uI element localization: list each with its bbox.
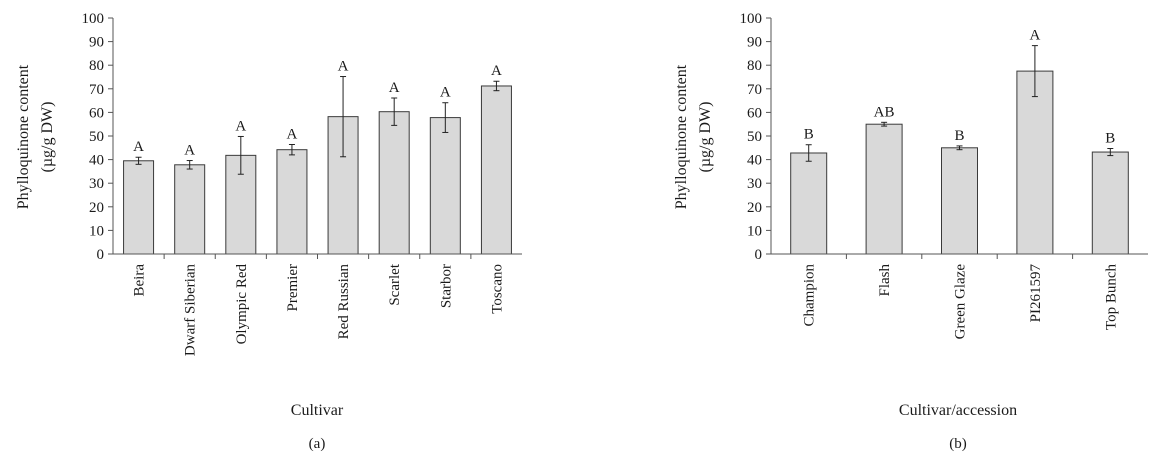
- significance-letter: A: [184, 143, 195, 159]
- bar: [276, 149, 308, 255]
- bar: [1016, 70, 1054, 255]
- category-label: Red Russian: [336, 264, 352, 340]
- y-tick-label: 90: [747, 35, 762, 51]
- error-bar: [442, 102, 449, 133]
- bar: [480, 85, 512, 255]
- significance-letter: B: [804, 127, 814, 143]
- error-bar: [340, 76, 347, 158]
- error-bar: [186, 160, 193, 170]
- significance-letter: A: [491, 63, 502, 79]
- y-tick-label: 40: [747, 153, 762, 169]
- significance-letter: A: [235, 118, 246, 134]
- y-tick-label: 70: [89, 82, 104, 98]
- y-tick-label: 40: [89, 153, 104, 169]
- x-axis-title: Cultivar/accession: [899, 402, 1017, 419]
- panel-label: (a): [309, 436, 326, 452]
- category-label: Olympic Red: [234, 264, 250, 345]
- y-tick-label: 0: [97, 247, 105, 263]
- y-tick-label: 50: [747, 129, 762, 145]
- y-tick-label: 0: [755, 247, 763, 263]
- chart-panel-b: Phylloquinone content (µg/g DW) 0 10 20 30 4…: [673, 11, 1148, 452]
- significance-letter: B: [1105, 131, 1115, 147]
- category-label: Champion: [802, 264, 818, 327]
- category-labels: Beira Dwarf Siberian Olympic Red Premier Red…: [132, 263, 506, 356]
- y-tick-label: 60: [89, 105, 104, 121]
- y-axis-title-line2: (µg/g DW): [39, 102, 56, 173]
- y-tick-label: 10: [89, 223, 104, 239]
- bar: [429, 117, 461, 255]
- error-bar: [881, 121, 888, 127]
- error-bar: [956, 145, 963, 151]
- significance-letter: AB: [874, 104, 895, 120]
- chart-panel-a: Phylloquinone content (µg/g DW) 0 10 20 30 4…: [15, 11, 522, 452]
- y-tick-label: 30: [747, 176, 762, 192]
- error-bar: [288, 143, 295, 156]
- panel-label: (b): [949, 436, 967, 452]
- bar: [941, 147, 978, 255]
- error-bar: [391, 97, 398, 126]
- x-axis-title: Cultivar: [291, 402, 344, 419]
- bar: [790, 152, 828, 255]
- category-label: Starbor: [438, 264, 454, 308]
- category-label: Beira: [132, 264, 148, 297]
- y-tick-label: 10: [747, 223, 762, 239]
- y-tick-label: 90: [89, 35, 104, 51]
- category-label: Premier: [285, 264, 301, 311]
- y-tick-label: 60: [747, 105, 762, 121]
- y-tick-label: 30: [89, 176, 104, 192]
- bar-series: A A A A A A A A: [123, 59, 512, 255]
- bar: [174, 164, 206, 255]
- significance-letter: A: [338, 59, 349, 75]
- bar: [378, 111, 410, 255]
- significance-letter: A: [1029, 28, 1040, 44]
- error-bar: [493, 80, 500, 92]
- error-bar: [1031, 45, 1038, 98]
- y-tick-label: 20: [89, 200, 104, 216]
- bar: [123, 160, 155, 255]
- error-bar: [135, 156, 142, 165]
- significance-letter: A: [133, 139, 144, 155]
- y-axis-title-line2: (µg/g DW): [697, 102, 714, 173]
- axes: [112, 18, 522, 259]
- bar: [865, 123, 903, 255]
- y-tick-label: 20: [747, 200, 762, 216]
- error-bar: [1107, 148, 1114, 157]
- axes: [770, 18, 1148, 259]
- category-label: Dwarf Siberian: [183, 264, 199, 357]
- y-tick-label: 50: [89, 129, 104, 145]
- bar: [1091, 151, 1129, 255]
- y-axis-ticks: 0 10 20 30 40 50 60 70 80 90 100: [82, 11, 113, 263]
- category-label: PI261597: [1028, 264, 1044, 323]
- y-tick-label: 70: [747, 82, 762, 98]
- category-label: Flash: [877, 264, 893, 297]
- category-label: Toscano: [489, 264, 505, 314]
- y-axis-title-line1: Phylloquinone content: [15, 64, 32, 209]
- category-label: Green Glaze: [953, 264, 969, 340]
- significance-letter: A: [389, 80, 400, 96]
- y-tick-label: 100: [82, 11, 105, 27]
- y-tick-label: 80: [89, 58, 104, 74]
- error-bar: [805, 144, 812, 162]
- significance-letter: A: [287, 126, 298, 142]
- error-bar: [237, 135, 244, 175]
- category-label: Top Bunch: [1103, 264, 1119, 331]
- y-axis-ticks: 0 10 20 30 40 50 60 70 80 90 100: [740, 11, 771, 263]
- y-tick-label: 80: [747, 58, 762, 74]
- y-tick-label: 100: [740, 11, 763, 27]
- significance-letter: B: [954, 128, 964, 144]
- category-label: Scarlet: [387, 263, 403, 305]
- y-axis-title-line1: Phylloquinone content: [673, 64, 690, 209]
- significance-letter: A: [440, 85, 451, 101]
- category-labels: Champion Flash Green Glaze PI261597 Top Bunc…: [802, 264, 1120, 340]
